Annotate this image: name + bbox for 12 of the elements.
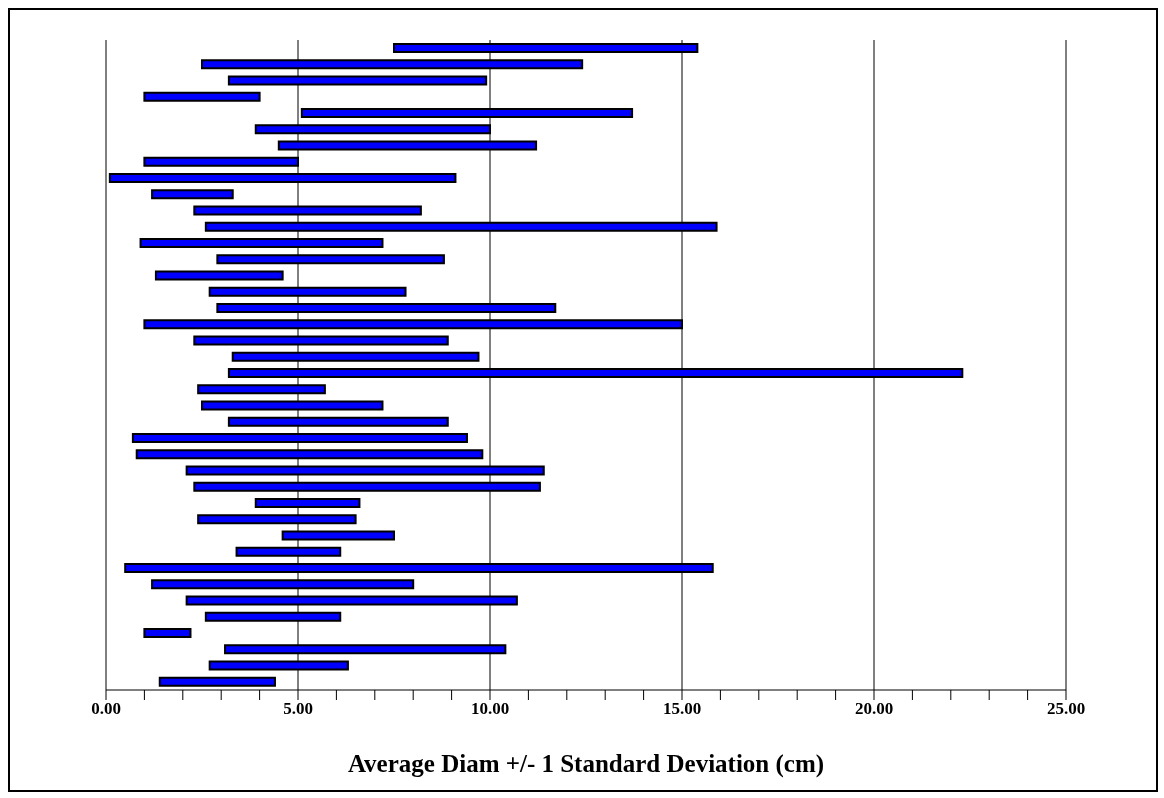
x-axis-title: Average Diam +/- 1 Standard Deviation (cm) <box>346 750 826 778</box>
bar <box>143 91 261 102</box>
bar <box>158 676 276 687</box>
x-tick-label: 5.00 <box>283 699 313 719</box>
x-tick-label: 15.00 <box>662 699 702 719</box>
x-tick-label: 0.00 <box>91 699 121 719</box>
x-tick-label: 25.00 <box>1046 699 1086 719</box>
x-tick-label: 10.00 <box>470 699 510 719</box>
bar <box>154 270 284 281</box>
x-tick-label: 20.00 <box>854 699 894 719</box>
bar <box>143 628 192 639</box>
bar <box>151 189 234 200</box>
